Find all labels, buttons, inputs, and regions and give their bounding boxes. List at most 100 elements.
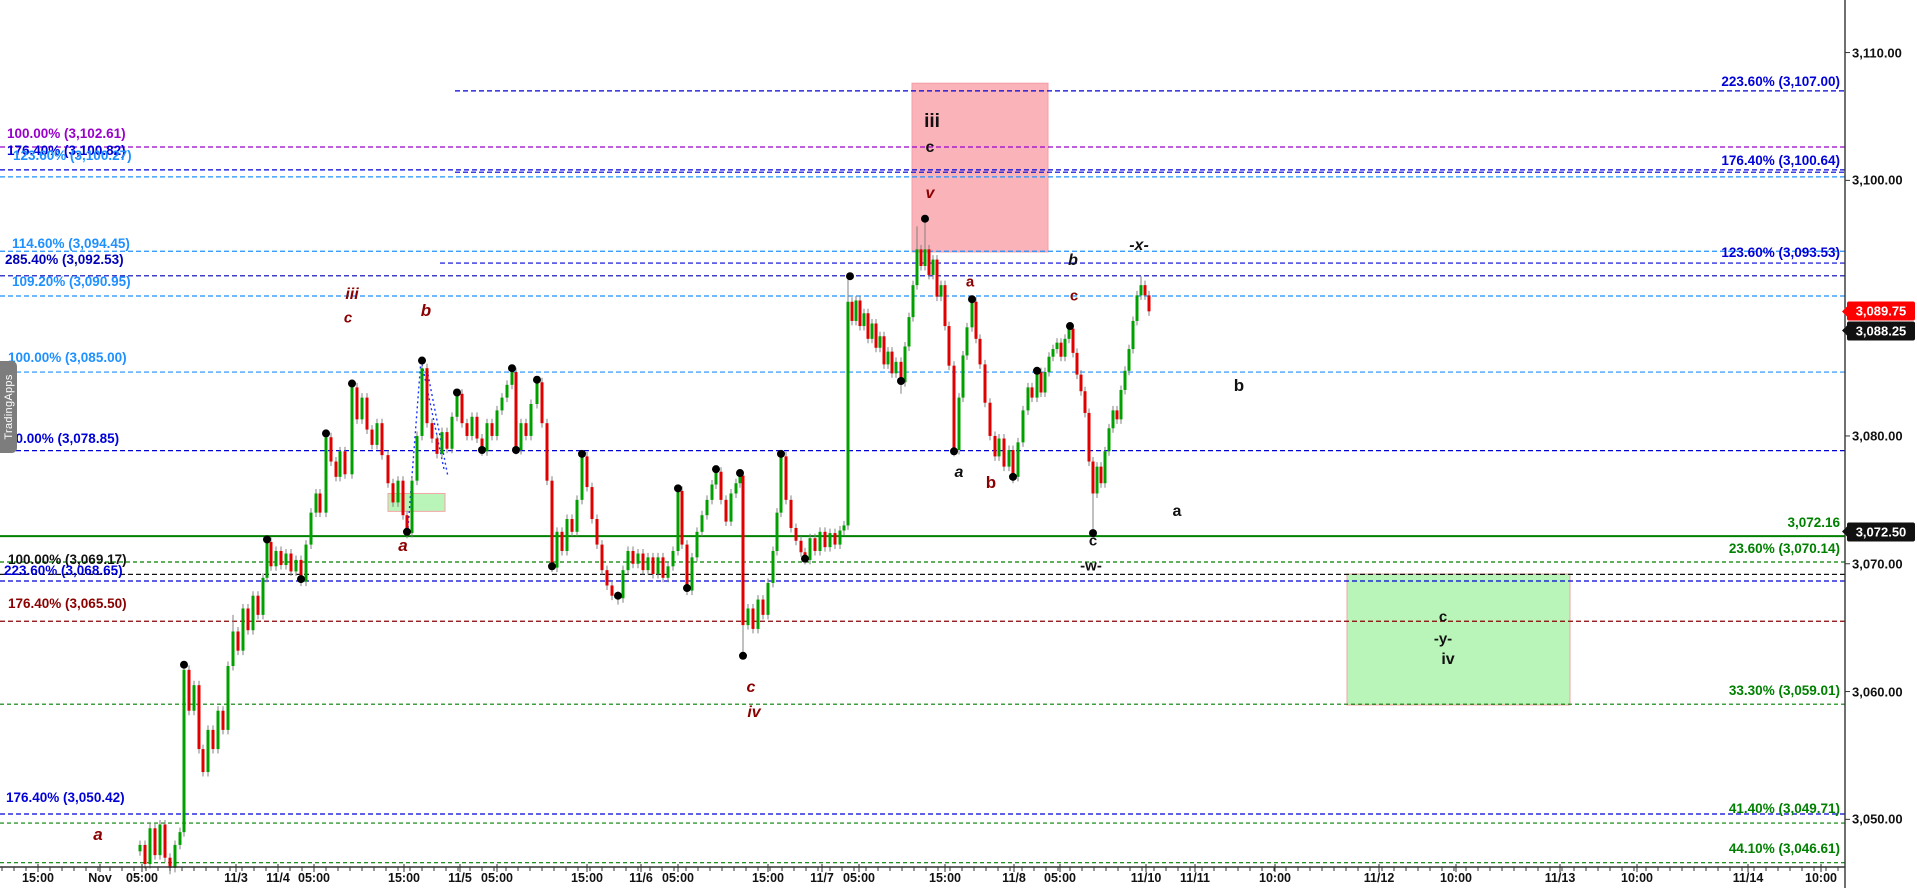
pivot-dot[interactable] [739, 651, 747, 660]
fib-label-right[interactable]: 41.40% (3,049.71) [1728, 801, 1840, 816]
candle-body [355, 387, 359, 420]
wave-label[interactable]: a [954, 464, 964, 481]
pivot-dot[interactable] [712, 465, 720, 474]
pivot-dot[interactable] [1033, 366, 1041, 375]
wave-label[interactable]: c [343, 309, 353, 327]
pivot-dot[interactable] [683, 584, 691, 593]
projection-line[interactable] [407, 359, 422, 529]
fib-label-left[interactable]: 176.40% (3,050.42) [6, 790, 125, 805]
candle-body [756, 599, 760, 629]
pivot-dot[interactable] [674, 484, 682, 493]
fib-label-left[interactable]: 109.20% (3,090.95) [12, 274, 131, 289]
wave-label[interactable]: c [746, 679, 756, 696]
wave-label[interactable]: c [1069, 287, 1079, 305]
pivot-dot[interactable] [533, 375, 541, 384]
pivot-dot[interactable] [897, 377, 905, 386]
fib-label-right[interactable]: 176.40% (3,100.64) [1721, 153, 1840, 168]
fib-label-left[interactable]: 285.40% (3,092.53) [5, 252, 124, 267]
wave-label[interactable]: iv [747, 704, 761, 721]
pivot-dot[interactable] [348, 379, 356, 388]
candle-body [766, 582, 770, 615]
wave-label[interactable]: c [1438, 608, 1448, 626]
pivot-dot[interactable] [512, 446, 520, 455]
wave-label[interactable]: c [925, 139, 935, 156]
wave-label[interactable]: a [93, 825, 103, 844]
fib-label-left[interactable]: 100.00% (3,102.61) [7, 126, 126, 141]
pivot-dot[interactable] [578, 449, 586, 458]
candle-body [915, 249, 919, 286]
fib-label-left[interactable]: 100.00% (3,069.17) [8, 552, 127, 567]
fib-label-left[interactable]: 114.60% (3,094.45) [12, 236, 130, 251]
candle-body [216, 710, 220, 750]
candle-body [178, 832, 182, 845]
fib-label-left[interactable]: 176.40% (3,065.50) [8, 596, 127, 611]
wave-label[interactable]: b [1068, 252, 1078, 269]
projection-line[interactable] [426, 369, 449, 477]
wave-label[interactable]: iii [924, 111, 940, 132]
pivot-dot[interactable] [950, 447, 958, 456]
wave-label[interactable]: iv [1441, 651, 1455, 668]
wave-label[interactable]: c [1088, 532, 1098, 550]
pivot-dot[interactable] [846, 272, 854, 281]
candle-body [425, 368, 429, 424]
candle-body [626, 550, 630, 571]
candle-body [529, 404, 533, 436]
fib-label-right[interactable]: 123.60% (3,093.53) [1721, 245, 1840, 260]
time-label: Nov [88, 871, 112, 885]
pivot-dot[interactable] [508, 364, 516, 373]
candle-body [560, 531, 564, 551]
fib-label-right[interactable]: 23.60% (3,070.14) [1728, 541, 1840, 556]
wave-label[interactable]: iii [345, 286, 359, 303]
candle-body [1147, 295, 1151, 312]
pivot-dot[interactable] [777, 449, 785, 458]
wave-label[interactable]: v [925, 185, 935, 202]
wave-label[interactable]: a [398, 536, 408, 555]
wave-label[interactable]: -y- [1433, 630, 1453, 648]
pivot-dot[interactable] [453, 388, 461, 397]
wave-label[interactable]: -x- [1129, 237, 1149, 254]
pivot-dot[interactable] [418, 356, 426, 365]
wave-label[interactable]: b [420, 301, 432, 320]
target-box-lower[interactable] [1346, 573, 1571, 706]
fib-label-right[interactable]: 33.30% (3,059.01) [1728, 683, 1840, 698]
pivot-dot[interactable] [968, 295, 976, 304]
candle-body [585, 456, 589, 488]
pivot-dot[interactable] [736, 469, 744, 478]
time-label: 11/3 [224, 871, 248, 885]
fib-label-left[interactable]: 223.60% (3,068.65) [4, 563, 123, 578]
candle-body [514, 372, 518, 451]
pivot-dot[interactable] [801, 554, 809, 563]
fib-label-left[interactable]: 176.40% (3,100.82) [7, 143, 126, 158]
pivot-dot[interactable] [1066, 322, 1074, 331]
candle-body [866, 313, 870, 339]
fib-label-right[interactable]: 3,072.16 [1787, 515, 1840, 530]
wave-label[interactable]: -w- [1080, 557, 1102, 575]
candle-body [1127, 349, 1131, 371]
projection-line[interactable] [420, 359, 445, 470]
pivot-dot[interactable] [921, 214, 929, 223]
wave-label[interactable]: b [1233, 376, 1245, 395]
candle-body [1123, 370, 1127, 390]
pivot-dot[interactable] [548, 562, 556, 571]
price-tag: 3,089.75 [1842, 301, 1915, 321]
fib-label-right[interactable]: 223.60% (3,107.00) [1721, 74, 1840, 89]
pivot-dot[interactable] [403, 527, 411, 536]
wave-label[interactable]: b [985, 473, 997, 492]
fib-label-left[interactable]: 100.00% (3,085.00) [8, 350, 127, 365]
fib-label-right[interactable]: 44.10% (3,046.61) [1728, 841, 1840, 856]
pivot-dot[interactable] [180, 660, 188, 669]
fib-label-left[interactable]: 50.00% (3,078.85) [8, 431, 120, 446]
pivot-dot[interactable] [263, 535, 271, 544]
pivot-dot[interactable] [614, 591, 622, 600]
pivot-dot[interactable] [297, 575, 305, 584]
wave-label[interactable]: a [1172, 503, 1182, 520]
fib-label-left[interactable]: 123.60% (3,100.27) [13, 148, 132, 163]
target-box-upper[interactable] [911, 82, 1049, 253]
pivot-dot[interactable] [1009, 472, 1017, 481]
pivot-dot[interactable] [478, 446, 486, 455]
pivot-dot[interactable] [322, 429, 330, 438]
wave-label[interactable]: a [965, 273, 975, 291]
time-label: 15:00 [571, 871, 603, 885]
pivot-dot[interactable] [1089, 529, 1097, 538]
